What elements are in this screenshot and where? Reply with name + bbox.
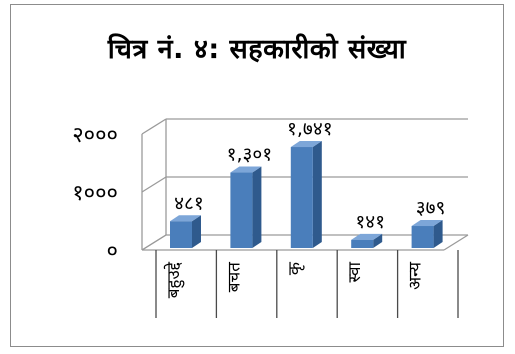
bar-top [230, 166, 262, 173]
bar-top [351, 233, 383, 240]
y-tick-label: ० [107, 239, 118, 264]
bar [230, 172, 253, 248]
data-label: १,३०१ [227, 144, 273, 166]
bar [351, 239, 374, 248]
chart-title: चित्र नं. ४: सहकारीको संख्या [107, 34, 407, 65]
category-label: कृ [285, 261, 305, 275]
data-label: ४८१ [174, 192, 204, 214]
category-label: बहुउद्दे [163, 261, 185, 298]
data-label: १,७४१ [287, 118, 333, 140]
y-tick-label: १००० [72, 181, 118, 206]
data-label: १४१ [355, 211, 385, 233]
gridline-depth [141, 118, 167, 135]
category-label: अन्य [406, 261, 426, 290]
floor-right-edge [443, 234, 469, 251]
bar-side [433, 220, 443, 248]
gridline-depth [141, 176, 167, 193]
chart-frame: चित्र नं. ४: सहकारीको संख्या [10, 4, 504, 347]
category-label: स्वा [345, 261, 365, 282]
category-label: बचत [224, 262, 244, 293]
bar-side [312, 141, 322, 248]
bar [290, 147, 313, 248]
bar [411, 226, 434, 248]
gridline-depth [141, 234, 167, 251]
bar [170, 221, 192, 248]
bar-side [373, 233, 383, 248]
bar-side [252, 166, 262, 248]
bar-top [170, 215, 201, 222]
y-tick-label: २००० [72, 123, 118, 148]
bar-side [192, 215, 201, 248]
bar-top [411, 220, 443, 227]
data-label: ३७९ [416, 197, 446, 219]
bar-top [290, 141, 322, 148]
